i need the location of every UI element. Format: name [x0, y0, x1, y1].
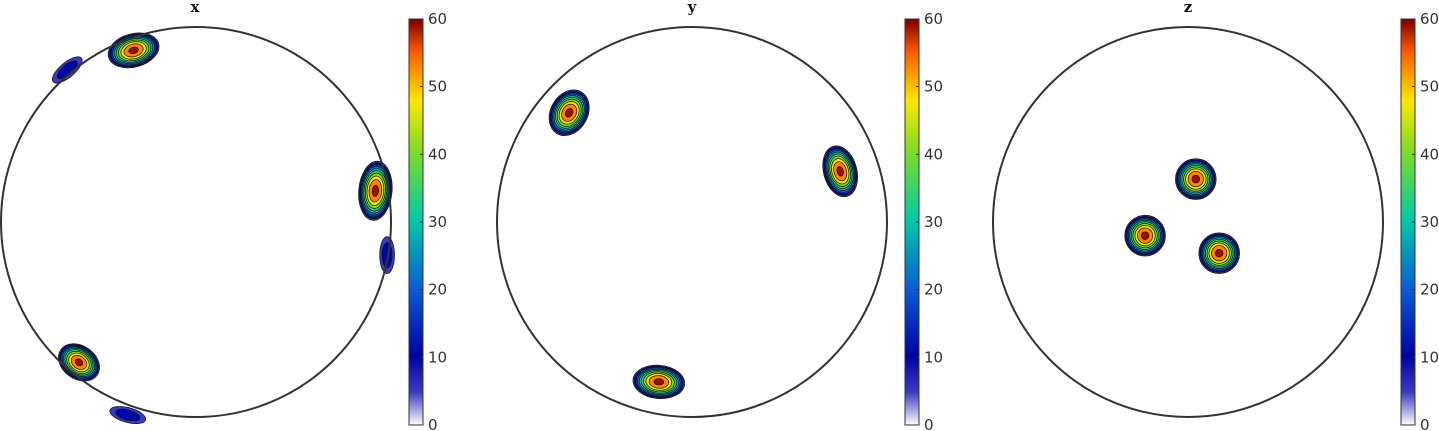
contour-level [565, 108, 574, 118]
colorbar-tick-label: 10 [428, 348, 447, 366]
panel-title: z [1184, 0, 1193, 16]
colorbar-tick-label: 30 [1420, 213, 1439, 231]
contour-peak [822, 145, 858, 198]
colorbar-tick-label: 0 [1420, 416, 1430, 431]
colorbar-tick-label: 50 [924, 78, 943, 96]
colorbar-tick-label: 20 [1420, 281, 1439, 299]
colorbar-tick-label: 40 [924, 145, 943, 163]
contour-peak [379, 236, 395, 275]
colorbar-tick-label: 40 [428, 145, 447, 163]
contour-level [371, 184, 379, 197]
colorbar-tick-label: 60 [924, 10, 943, 28]
contour-level [653, 378, 665, 386]
colorbar-tick-label: 60 [1420, 10, 1439, 28]
panel-title: y [687, 0, 698, 16]
colorbar-tick-label: 40 [1420, 145, 1439, 163]
contour-level [836, 166, 844, 177]
contour-level [1191, 174, 1201, 184]
contour-peak [632, 364, 686, 400]
panel-y: y 0 10 20 30 40 50 60 [496, 0, 943, 431]
contour-peak [107, 32, 160, 69]
contour-peak [51, 56, 83, 84]
contour-peak [1198, 232, 1240, 274]
contour-peaks [1124, 158, 1240, 274]
colorbar-tick-label: 0 [924, 416, 934, 431]
panel-x: x 0 10 20 30 40 50 60 [0, 0, 447, 431]
colorbar: 0 10 20 30 40 50 60 [1400, 10, 1439, 431]
contour-level [115, 408, 141, 422]
contour-peaks [51, 32, 395, 425]
colorbar-tick-label: 20 [428, 281, 447, 299]
panel-z: z 0 10 20 30 40 50 60 [992, 0, 1439, 431]
colorbar-tick-label: 30 [428, 213, 447, 231]
colorbar-tick-label: 10 [924, 348, 943, 366]
contour-peak [109, 406, 147, 425]
colorbar-tick-label: 50 [428, 78, 447, 96]
colorbar: 0 10 20 30 40 50 60 [408, 10, 447, 431]
colorbar-tick-label: 10 [1420, 348, 1439, 366]
pole-figure-circle [0, 26, 392, 418]
colorbar-tick-label: 60 [428, 10, 447, 28]
contour-level [74, 358, 84, 367]
colorbar-tick-label: 30 [924, 213, 943, 231]
contour-peak [548, 89, 590, 136]
panel-title: x [191, 0, 201, 16]
pole-figure-circle [992, 26, 1384, 418]
contour-peak [358, 160, 393, 221]
contour-level [1140, 231, 1150, 240]
contour-peak [1124, 214, 1166, 257]
colorbar: 0 10 20 30 40 50 60 [904, 10, 943, 431]
colorbar-tick-label: 0 [428, 416, 438, 431]
contour-level [128, 46, 139, 55]
pole-figure-circle [496, 26, 888, 418]
colorbar-tick-label: 20 [924, 281, 943, 299]
contour-peak [1175, 158, 1217, 200]
contour-peaks [548, 89, 858, 400]
colorbar-tick-label: 50 [1420, 78, 1439, 96]
contour-level [1214, 248, 1224, 258]
